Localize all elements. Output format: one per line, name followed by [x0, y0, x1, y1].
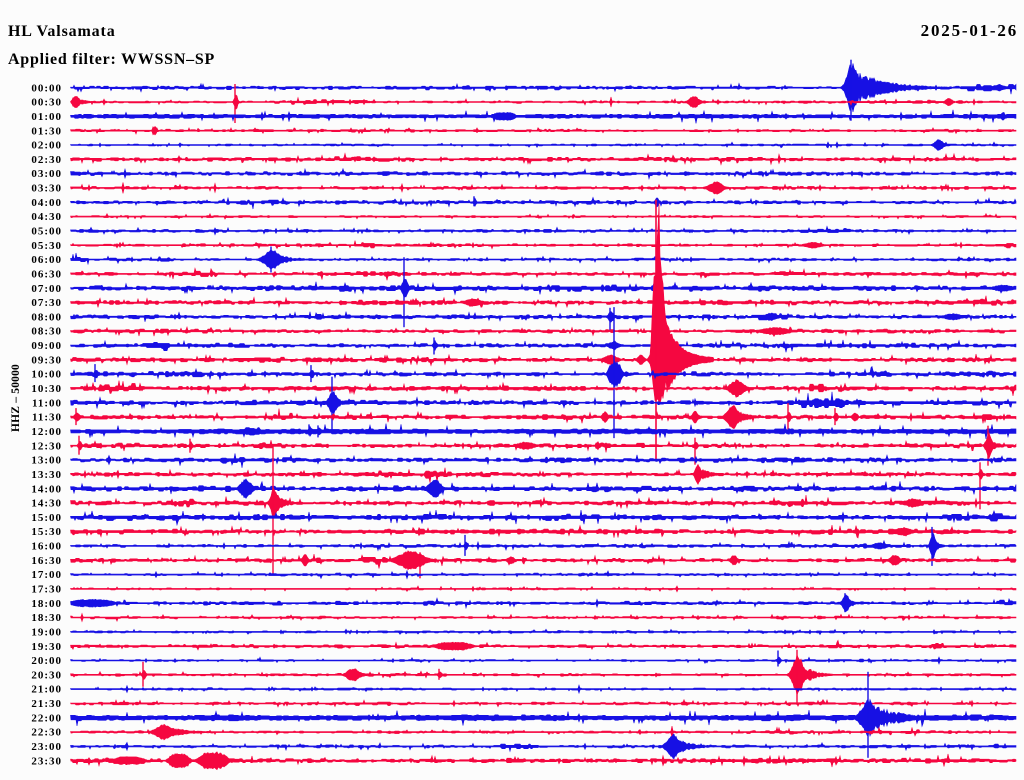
- svg-text:16:30: 16:30: [31, 555, 62, 567]
- svg-text:14:00: 14:00: [31, 483, 62, 495]
- svg-text:05:30: 05:30: [31, 240, 62, 252]
- svg-text:20:00: 20:00: [31, 655, 62, 667]
- svg-text:23:00: 23:00: [31, 741, 62, 753]
- svg-text:18:00: 18:00: [31, 598, 62, 610]
- svg-text:2025-01-26: 2025-01-26: [921, 21, 1018, 40]
- svg-text:10:00: 10:00: [31, 369, 62, 381]
- svg-text:02:00: 02:00: [31, 140, 62, 152]
- svg-text:00:30: 00:30: [31, 97, 62, 109]
- svg-text:01:00: 01:00: [31, 111, 62, 123]
- svg-text:17:30: 17:30: [31, 584, 62, 596]
- svg-text:22:00: 22:00: [31, 712, 62, 724]
- svg-text:22:30: 22:30: [31, 727, 62, 739]
- svg-text:13:30: 13:30: [31, 469, 62, 481]
- svg-text:Applied filter: WWSSN–SP: Applied filter: WWSSN–SP: [8, 51, 215, 68]
- svg-text:04:30: 04:30: [31, 211, 62, 223]
- svg-text:10:30: 10:30: [31, 383, 62, 395]
- svg-text:08:00: 08:00: [31, 311, 62, 323]
- svg-text:15:30: 15:30: [31, 526, 62, 538]
- svg-text:16:00: 16:00: [31, 541, 62, 553]
- svg-text:07:00: 07:00: [31, 283, 62, 295]
- svg-text:19:00: 19:00: [31, 627, 62, 639]
- svg-text:03:00: 03:00: [31, 168, 62, 180]
- svg-text:18:30: 18:30: [31, 612, 62, 624]
- svg-text:00:00: 00:00: [31, 82, 62, 94]
- svg-text:11:00: 11:00: [32, 397, 62, 409]
- svg-text:14:30: 14:30: [31, 498, 62, 510]
- svg-text:HL Valsamata: HL Valsamata: [8, 23, 116, 40]
- svg-text:17:00: 17:00: [31, 569, 62, 581]
- svg-text:09:30: 09:30: [31, 354, 62, 366]
- svg-text:12:30: 12:30: [31, 440, 62, 452]
- svg-text:08:30: 08:30: [31, 326, 62, 338]
- svg-text:02:30: 02:30: [31, 154, 62, 166]
- svg-text:01:30: 01:30: [31, 125, 62, 137]
- svg-text:13:00: 13:00: [31, 455, 62, 467]
- svg-text:19:30: 19:30: [31, 641, 62, 653]
- svg-text:21:00: 21:00: [31, 684, 62, 696]
- svg-text:11:30: 11:30: [32, 412, 62, 424]
- svg-text:23:30: 23:30: [31, 755, 62, 767]
- svg-text:HHZ – 50000: HHZ – 50000: [10, 364, 22, 432]
- svg-text:06:00: 06:00: [31, 254, 62, 266]
- svg-text:20:30: 20:30: [31, 669, 62, 681]
- svg-text:12:00: 12:00: [31, 426, 62, 438]
- svg-text:21:30: 21:30: [31, 698, 62, 710]
- svg-text:06:30: 06:30: [31, 269, 62, 281]
- svg-text:09:00: 09:00: [31, 340, 62, 352]
- svg-text:07:30: 07:30: [31, 297, 62, 309]
- svg-text:15:00: 15:00: [31, 512, 62, 524]
- svg-text:05:00: 05:00: [31, 226, 62, 238]
- svg-text:03:30: 03:30: [31, 183, 62, 195]
- svg-text:04:00: 04:00: [31, 197, 62, 209]
